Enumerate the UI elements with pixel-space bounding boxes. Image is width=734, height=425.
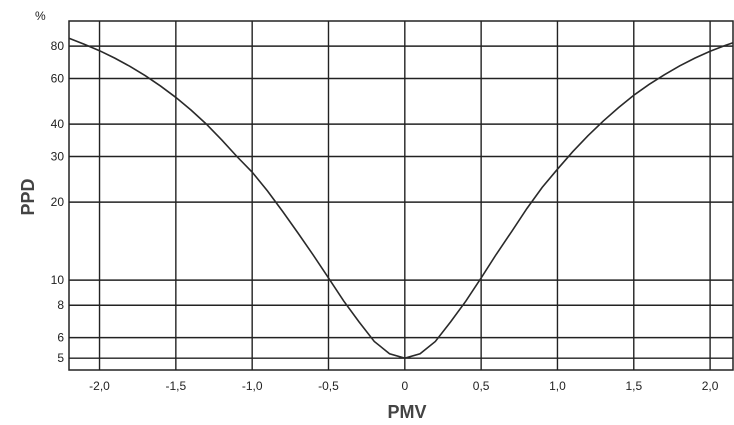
x-tick-label: -0,5 [318, 379, 339, 393]
y-tick-label: 5 [57, 351, 64, 365]
x-tick-label: 0 [401, 379, 408, 393]
y-tick-labels: 5 6 8 10 20 30 40 60 80 [51, 39, 65, 365]
y-tick-label: 20 [51, 195, 65, 209]
y-tick-label: 40 [51, 117, 65, 131]
x-tick-label: -2,0 [89, 379, 110, 393]
y-tick-label: 60 [51, 71, 65, 85]
y-axis-title: PPD [18, 178, 38, 215]
y-tick-label: 6 [57, 331, 64, 345]
x-tick-label: -1,5 [166, 379, 187, 393]
x-tick-labels: -2,0 -1,5 -1,0 -0,5 0 0,5 1,0 1,5 2,0 [89, 379, 719, 393]
x-tick-label: 0,5 [473, 379, 490, 393]
x-tick-label: -1,0 [242, 379, 263, 393]
y-tick-label: 80 [51, 39, 65, 53]
plot-frame [68, 20, 734, 371]
y-tick-label: 8 [57, 298, 64, 312]
y-tick-label: 10 [51, 273, 65, 287]
ppd-curve [68, 37, 734, 359]
x-tick-label: 1,5 [625, 379, 642, 393]
x-tick-label: 2,0 [702, 379, 719, 393]
x-axis-title: PMV [387, 402, 426, 422]
y-unit-label: % [35, 9, 46, 23]
x-tick-label: 1,0 [549, 379, 566, 393]
y-tick-label: 30 [51, 149, 65, 163]
horizontal-gridlines [69, 45, 733, 359]
